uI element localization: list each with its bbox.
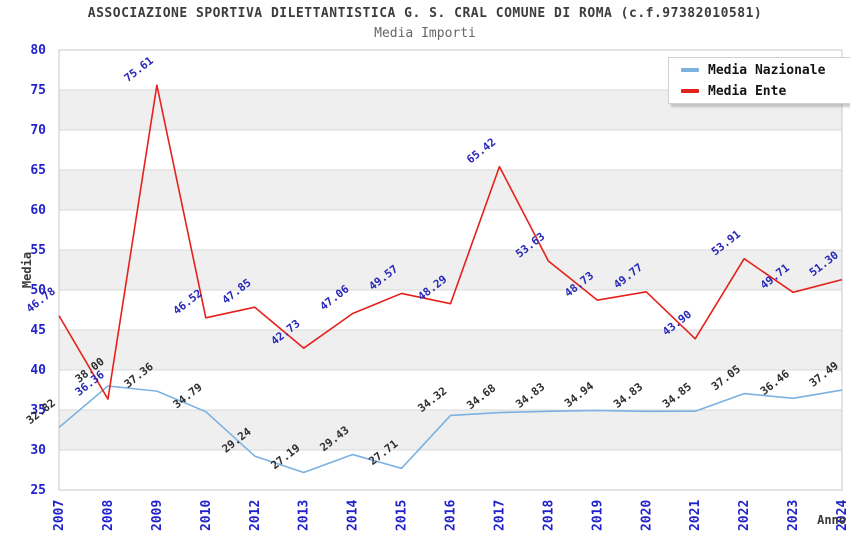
legend-item-media-ente[interactable]: Media Ente xyxy=(681,84,850,99)
x-tick-labels: 2007 2008 2009 2010 2012 2013 2014 2015 2016 2017… xyxy=(52,500,850,531)
svg-text:75: 75 xyxy=(30,83,46,98)
svg-text:2021: 2021 xyxy=(688,500,703,531)
svg-text:75.61: 75.61 xyxy=(122,54,156,85)
svg-text:45: 45 xyxy=(30,323,46,338)
svg-text:2017: 2017 xyxy=(492,500,507,531)
svg-text:2019: 2019 xyxy=(590,500,605,531)
svg-text:2018: 2018 xyxy=(541,500,556,531)
svg-text:2008: 2008 xyxy=(101,500,116,531)
svg-text:34.83: 34.83 xyxy=(611,380,645,411)
x-axis-title: Anno xyxy=(817,513,846,527)
svg-text:80: 80 xyxy=(30,43,46,58)
svg-text:36.46: 36.46 xyxy=(758,367,792,398)
svg-text:2020: 2020 xyxy=(639,500,654,531)
svg-text:34.83: 34.83 xyxy=(513,380,547,411)
svg-text:65.42: 65.42 xyxy=(464,136,498,167)
media-nazionale-line-swatch xyxy=(681,68,699,72)
svg-text:34.68: 34.68 xyxy=(464,381,498,412)
svg-text:34.85: 34.85 xyxy=(660,380,694,411)
svg-text:25: 25 xyxy=(30,483,46,498)
svg-text:2013: 2013 xyxy=(297,500,312,531)
series-line-media-ente xyxy=(58,84,843,400)
y-axis-title: Media xyxy=(20,252,34,288)
svg-text:65: 65 xyxy=(30,163,46,178)
svg-text:46.52: 46.52 xyxy=(171,287,205,318)
svg-text:2016: 2016 xyxy=(444,500,459,531)
media-ente-line-swatch xyxy=(681,89,699,93)
svg-text:2009: 2009 xyxy=(150,500,165,531)
legend-label: Media Ente xyxy=(708,83,787,99)
svg-text:35: 35 xyxy=(30,403,46,418)
svg-text:2022: 2022 xyxy=(737,500,752,531)
svg-text:32.82: 32.82 xyxy=(24,396,58,427)
svg-text:2010: 2010 xyxy=(199,500,214,531)
series-line-media-nazionale xyxy=(58,385,843,474)
svg-text:34.94: 34.94 xyxy=(562,379,596,410)
y-tick-labels: 25 30 35 40 45 50 55 60 65 70 75 80 xyxy=(30,43,46,498)
svg-text:2023: 2023 xyxy=(786,500,801,531)
svg-text:2014: 2014 xyxy=(346,500,361,531)
chart-title: ASSOCIAZIONE SPORTIVA DILETTANTISTICA G.… xyxy=(87,6,763,21)
grid-lines xyxy=(58,49,843,491)
chart-subtitle: Media Importi xyxy=(374,26,476,41)
legend-item-media-nazionale[interactable]: Media Nazionale xyxy=(681,63,850,78)
svg-text:2024: 2024 xyxy=(835,500,850,531)
svg-text:60: 60 xyxy=(30,203,46,218)
svg-text:70: 70 xyxy=(30,123,46,138)
legend-label: Media Nazionale xyxy=(708,62,826,78)
svg-text:34.79: 34.79 xyxy=(171,381,205,412)
svg-text:55: 55 xyxy=(30,243,46,258)
legend: Media Nazionale Media Ente xyxy=(668,57,850,104)
svg-text:2015: 2015 xyxy=(395,500,410,531)
svg-text:30: 30 xyxy=(30,443,46,458)
svg-text:50: 50 xyxy=(30,283,46,298)
svg-text:2007: 2007 xyxy=(52,500,67,531)
svg-text:40: 40 xyxy=(30,363,46,378)
svg-text:2012: 2012 xyxy=(248,500,263,531)
